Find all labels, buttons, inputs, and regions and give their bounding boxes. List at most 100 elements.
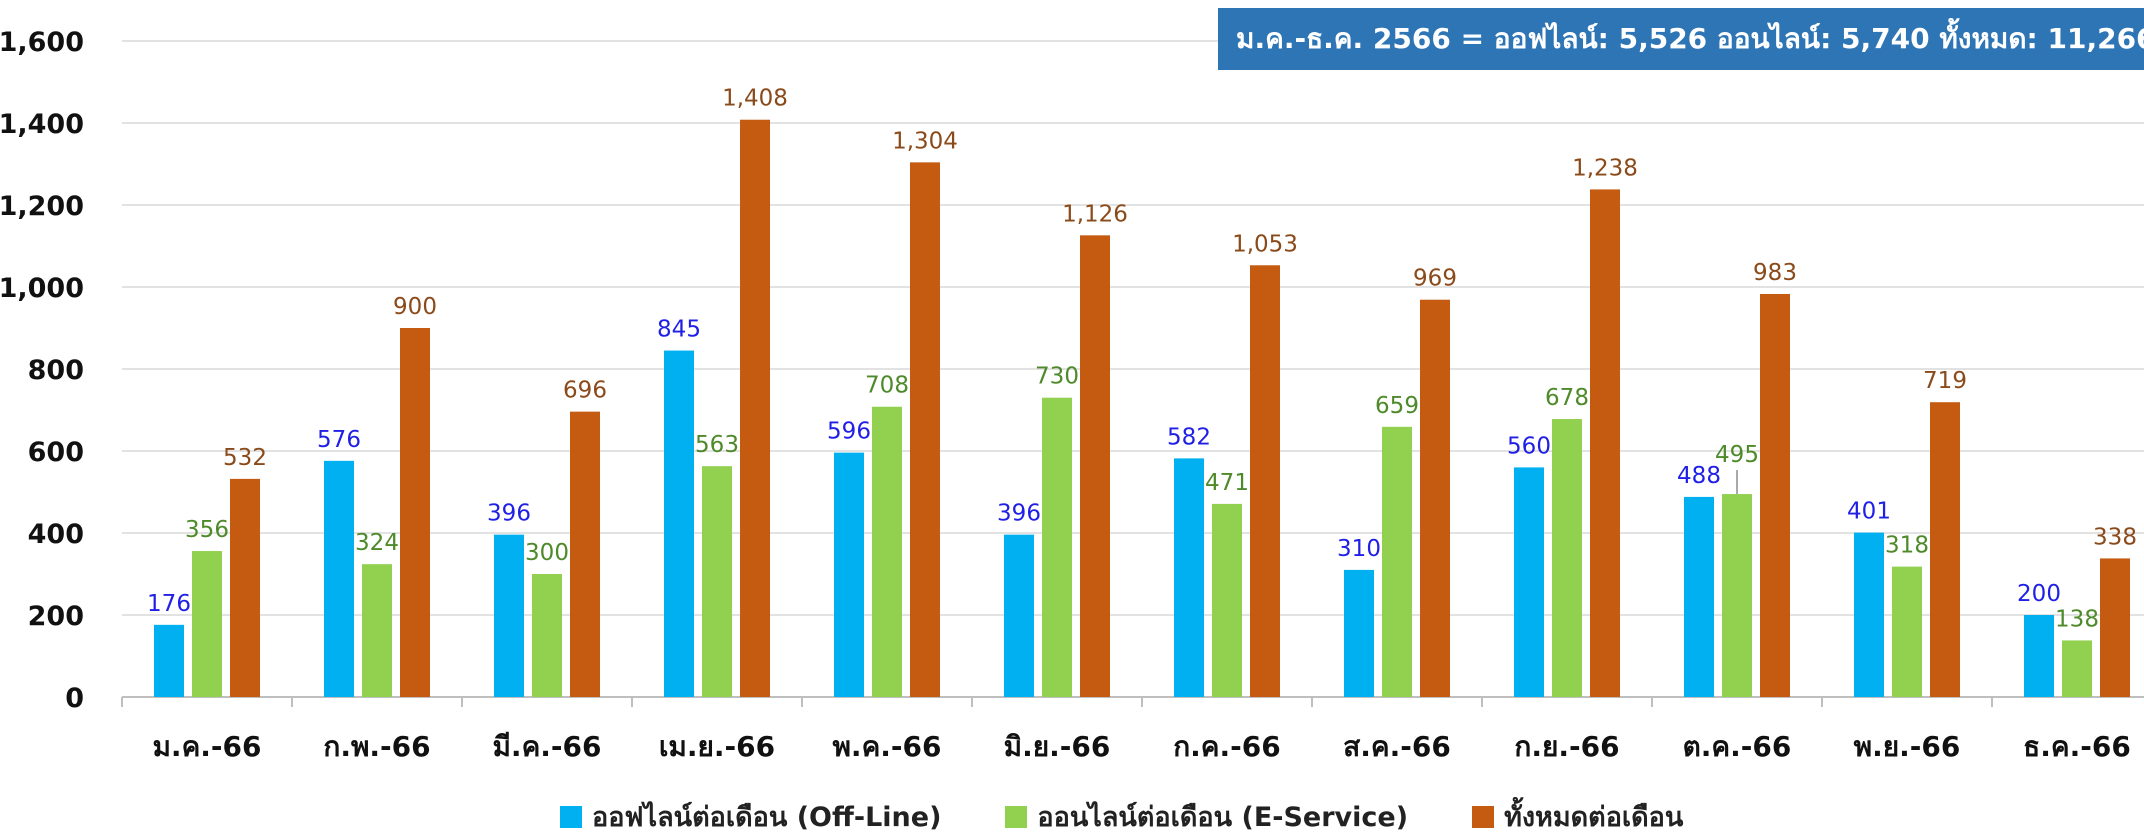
- bar-offline: [1514, 467, 1544, 697]
- x-tick-label: มิ.ย.-66: [1004, 730, 1111, 763]
- y-tick-label: 200: [28, 601, 84, 632]
- legend-swatch-total: [1472, 805, 1495, 828]
- bar-online: [1042, 397, 1072, 697]
- summary-banner: ม.ค.-ธ.ค. 2566 = ออฟไลน์: 5,526 ออนไลน์:…: [1218, 8, 2144, 70]
- data-label: 730: [1035, 364, 1079, 390]
- legend-item-total: ทั้งหมดต่อเดือน: [1472, 795, 1683, 838]
- data-label: 845: [657, 317, 701, 343]
- bar-offline: [154, 624, 184, 697]
- y-tick-label: 1,400: [0, 109, 84, 140]
- y-tick-label: 1,000: [0, 273, 84, 304]
- y-tick-label: 400: [28, 519, 84, 550]
- legend-item-offline: ออฟไลน์ต่อเดือน (Off-Line): [560, 795, 941, 838]
- bar-online: [192, 551, 222, 697]
- data-label: 310: [1337, 536, 1381, 562]
- x-tick-label: พ.ย.-66: [1854, 730, 1961, 763]
- data-label: 532: [223, 445, 267, 471]
- bar-total: [1420, 299, 1450, 697]
- bar-total: [2100, 558, 2130, 697]
- x-tick-label: ต.ค.-66: [1683, 730, 1792, 763]
- summary-text: ม.ค.-ธ.ค. 2566 = ออฟไลน์: 5,526 ออนไลน์:…: [1236, 22, 2144, 55]
- y-tick-label: 1,600: [0, 27, 84, 58]
- x-tick-label: ส.ค.-66: [1343, 730, 1451, 763]
- data-label: 969: [1413, 266, 1457, 292]
- legend-label-online: ออนไลน์ต่อเดือน (E-Service): [1037, 802, 1409, 833]
- bar-online: [1382, 426, 1412, 697]
- bar-offline: [1174, 458, 1204, 697]
- data-label: 396: [997, 501, 1041, 527]
- y-tick-label: 600: [28, 437, 84, 468]
- x-tick-label: เม.ย.-66: [659, 730, 775, 763]
- data-label: 596: [827, 419, 871, 445]
- bar-offline: [1854, 532, 1884, 697]
- bar-offline: [2024, 615, 2054, 697]
- x-tick-label: ธ.ค.-66: [2023, 730, 2131, 763]
- bar-offline: [1004, 534, 1034, 697]
- bar-total: [740, 119, 770, 698]
- data-label: 300: [525, 540, 569, 566]
- bar-online: [1212, 503, 1242, 697]
- bar-total: [1760, 293, 1790, 697]
- bar-total: [1250, 265, 1280, 697]
- data-label: 560: [1507, 433, 1551, 459]
- data-label: 576: [317, 427, 361, 453]
- bar-online: [2062, 640, 2092, 697]
- data-label: 356: [185, 517, 229, 543]
- y-tick-label: 1,200: [0, 191, 84, 222]
- x-tick-label: ก.พ.-66: [323, 730, 430, 763]
- bar-offline: [834, 452, 864, 697]
- bar-online: [702, 466, 732, 697]
- bar-total: [1080, 235, 1110, 697]
- y-tick-label: 800: [28, 355, 84, 386]
- data-label: 318: [1885, 533, 1929, 559]
- data-label: 338: [2093, 524, 2137, 550]
- data-label: 471: [1205, 470, 1249, 496]
- bar-online: [1722, 494, 1752, 697]
- data-label: 708: [865, 373, 909, 399]
- data-label: 659: [1375, 393, 1419, 419]
- legend-swatch-offline: [560, 805, 582, 828]
- data-label: 696: [563, 378, 607, 404]
- data-label: 563: [695, 432, 739, 458]
- bar-total: [230, 478, 260, 697]
- x-tick-label: มี.ค.-66: [492, 730, 601, 763]
- bar-chart: 0 200 400 600 800 1,000 1,200 1,400 1,600 176 356 5…: [0, 27, 2144, 763]
- bar-total: [570, 411, 600, 697]
- bar-total: [400, 328, 430, 697]
- x-tick-label: พ.ค.-66: [832, 730, 941, 763]
- data-label: 582: [1167, 424, 1211, 450]
- data-label: 1,126: [1062, 201, 1128, 227]
- data-label: 1,304: [892, 128, 958, 154]
- data-label: 396: [487, 501, 531, 527]
- legend-label-offline: ออฟไลน์ต่อเดือน (Off-Line): [592, 802, 942, 833]
- y-tick-label: 0: [65, 683, 84, 714]
- bar-online: [362, 564, 392, 697]
- bar-total: [910, 162, 940, 698]
- data-label: 900: [393, 294, 437, 320]
- bar-online: [532, 574, 562, 697]
- data-label: 983: [1753, 260, 1797, 286]
- data-label: 176: [147, 591, 191, 617]
- legend: ออฟไลน์ต่อเดือน (Off-Line) ออนไลน์ต่อเดื…: [560, 795, 1683, 838]
- bar-online: [872, 406, 902, 697]
- bar-total: [1930, 402, 1960, 697]
- data-label: 1,238: [1572, 155, 1638, 181]
- data-label: 678: [1545, 385, 1589, 411]
- bar-offline: [494, 534, 524, 697]
- data-label: 1,408: [722, 86, 788, 112]
- data-label: 488: [1677, 463, 1721, 489]
- bar-total: [1590, 189, 1620, 698]
- data-label: 719: [1923, 368, 1967, 394]
- data-label: 401: [1847, 499, 1891, 525]
- data-label: 495: [1715, 442, 1759, 468]
- data-label: 138: [2055, 606, 2099, 632]
- x-tick-label: ม.ค.-66: [152, 730, 261, 763]
- x-tick-label: ก.ค.-66: [1173, 730, 1281, 763]
- data-label: 200: [2017, 581, 2061, 607]
- data-label: 324: [355, 530, 399, 556]
- legend-label-total: ทั้งหมดต่อเดือน: [1504, 802, 1684, 833]
- bar-online: [1552, 419, 1582, 697]
- legend-swatch-online: [1005, 805, 1028, 828]
- bar-offline: [664, 350, 694, 697]
